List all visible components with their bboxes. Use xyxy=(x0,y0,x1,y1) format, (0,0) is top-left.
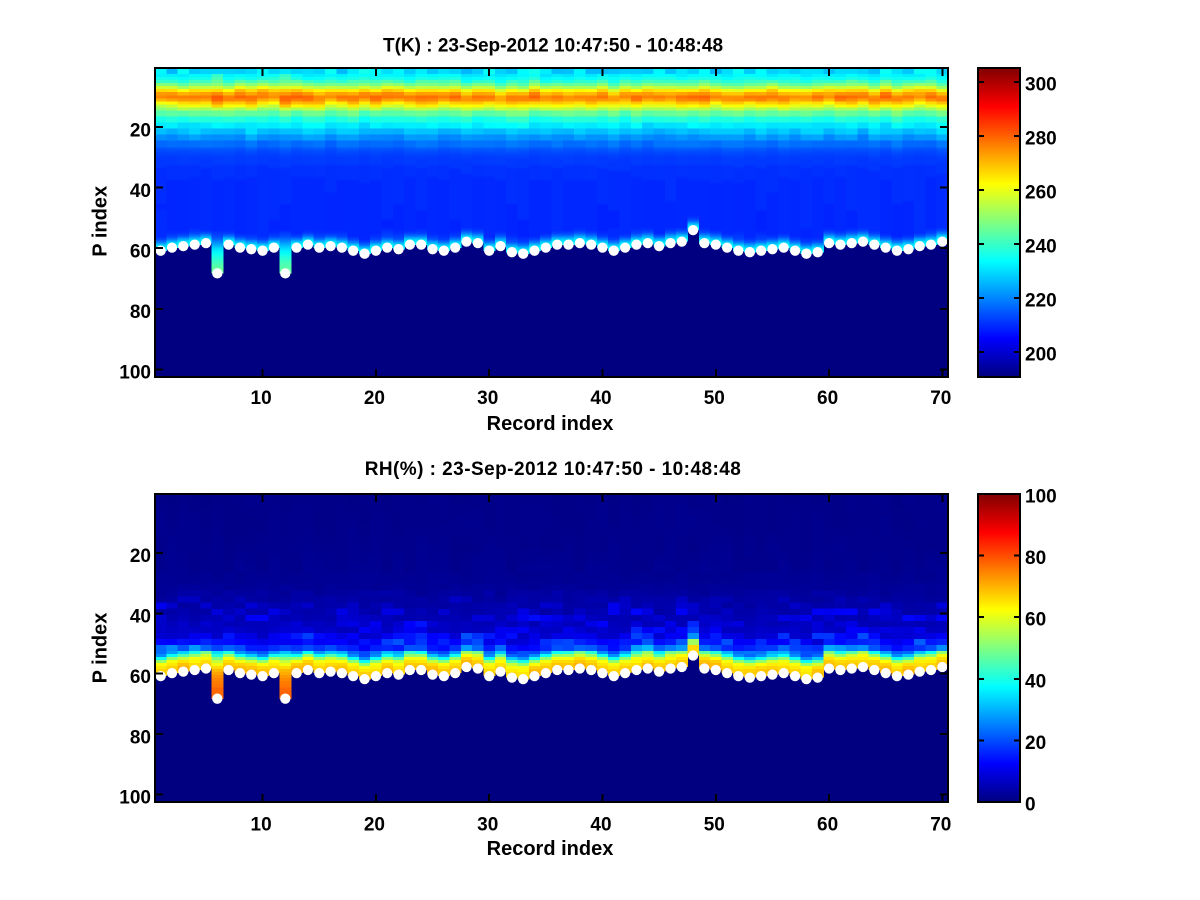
svg-text:80: 80 xyxy=(130,302,151,323)
svg-text:20: 20 xyxy=(130,120,151,141)
svg-text:70: 70 xyxy=(930,388,951,409)
svg-text:20: 20 xyxy=(130,546,151,567)
svg-text:P index: P index xyxy=(90,186,112,257)
svg-text:60: 60 xyxy=(130,667,151,688)
svg-text:100: 100 xyxy=(1025,487,1057,508)
svg-text:10: 10 xyxy=(251,388,272,409)
svg-text:50: 50 xyxy=(704,814,725,835)
svg-text:70: 70 xyxy=(930,814,951,835)
svg-text:RH(%) : 23-Sep-2012 10:47:50 -: RH(%) : 23-Sep-2012 10:47:50 - 10:48:48 xyxy=(365,459,742,480)
svg-text:100: 100 xyxy=(119,363,151,384)
svg-text:T(K) : 23-Sep-2012 10:47:50 -: T(K) : 23-Sep-2012 10:47:50 - 10:48:48 xyxy=(383,36,723,57)
svg-text:Record index: Record index xyxy=(487,838,614,860)
svg-text:220: 220 xyxy=(1025,290,1057,311)
svg-text:260: 260 xyxy=(1025,183,1057,204)
svg-text:40: 40 xyxy=(590,388,611,409)
svg-text:30: 30 xyxy=(477,814,498,835)
svg-text:60: 60 xyxy=(817,814,838,835)
svg-text:60: 60 xyxy=(817,388,838,409)
svg-text:100: 100 xyxy=(119,788,151,809)
svg-text:200: 200 xyxy=(1025,344,1057,365)
svg-text:60: 60 xyxy=(130,241,151,262)
svg-text:40: 40 xyxy=(130,181,151,202)
svg-text:240: 240 xyxy=(1025,237,1057,258)
svg-text:P index: P index xyxy=(90,613,112,684)
svg-text:40: 40 xyxy=(1025,671,1046,692)
svg-text:300: 300 xyxy=(1025,75,1057,96)
svg-text:280: 280 xyxy=(1025,129,1057,150)
svg-text:10: 10 xyxy=(251,814,272,835)
svg-text:20: 20 xyxy=(1025,733,1046,754)
svg-text:50: 50 xyxy=(704,388,725,409)
svg-text:80: 80 xyxy=(130,727,151,748)
svg-text:20: 20 xyxy=(364,814,385,835)
svg-text:80: 80 xyxy=(1025,548,1046,569)
svg-text:Record index: Record index xyxy=(487,413,614,435)
svg-text:40: 40 xyxy=(590,814,611,835)
svg-text:40: 40 xyxy=(130,607,151,628)
svg-text:60: 60 xyxy=(1025,610,1046,631)
svg-text:30: 30 xyxy=(477,388,498,409)
svg-text:20: 20 xyxy=(364,388,385,409)
svg-text:0: 0 xyxy=(1025,795,1036,816)
